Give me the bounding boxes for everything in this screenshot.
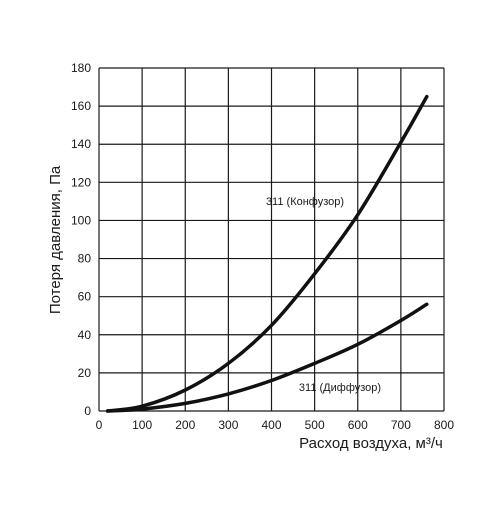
x-tick-label: 0	[96, 418, 103, 432]
grid-layer	[98, 67, 445, 412]
y-tick-label: 140	[71, 137, 91, 151]
series-label-diffuzor: 311 (Диффузор)	[299, 382, 381, 394]
x-tick-label: 600	[348, 418, 368, 432]
y-tick-label: 40	[78, 328, 92, 342]
y-tick-label: 20	[78, 366, 92, 380]
x-tick-label: 800	[434, 418, 454, 432]
y-tick-label: 120	[71, 175, 91, 189]
series-line-diffuzor	[105, 302, 429, 413]
y-tick-label: 60	[78, 290, 92, 304]
labels-layer: Расход воздуха, м³/ч Потеря давления, Па…	[47, 165, 443, 452]
x-tick-label: 400	[261, 418, 281, 432]
y-tick-label: 80	[78, 252, 92, 266]
series-layer	[105, 94, 429, 413]
y-tick-label: 160	[71, 99, 91, 113]
x-tick-label: 200	[175, 418, 195, 432]
y-tick-label: 0	[84, 404, 91, 418]
ticks-layer: 0 100 200 300 400 500 600 700 800 0 20 40 60 80 100 120…	[71, 61, 454, 432]
x-tick-label: 100	[132, 418, 152, 432]
x-tick-label: 500	[305, 418, 325, 432]
x-axis-label: Расход воздуха, м³/ч	[299, 435, 443, 452]
x-tick-label: 300	[218, 418, 238, 432]
y-axis-label: Потеря давления, Па	[47, 165, 64, 314]
series-label-konfuzor: 311 (Конфузор)	[266, 196, 344, 208]
series-line-konfuzor	[105, 94, 429, 413]
y-tick-label: 180	[71, 61, 91, 75]
x-tick-label: 700	[391, 418, 411, 432]
y-tick-label: 100	[71, 213, 91, 227]
